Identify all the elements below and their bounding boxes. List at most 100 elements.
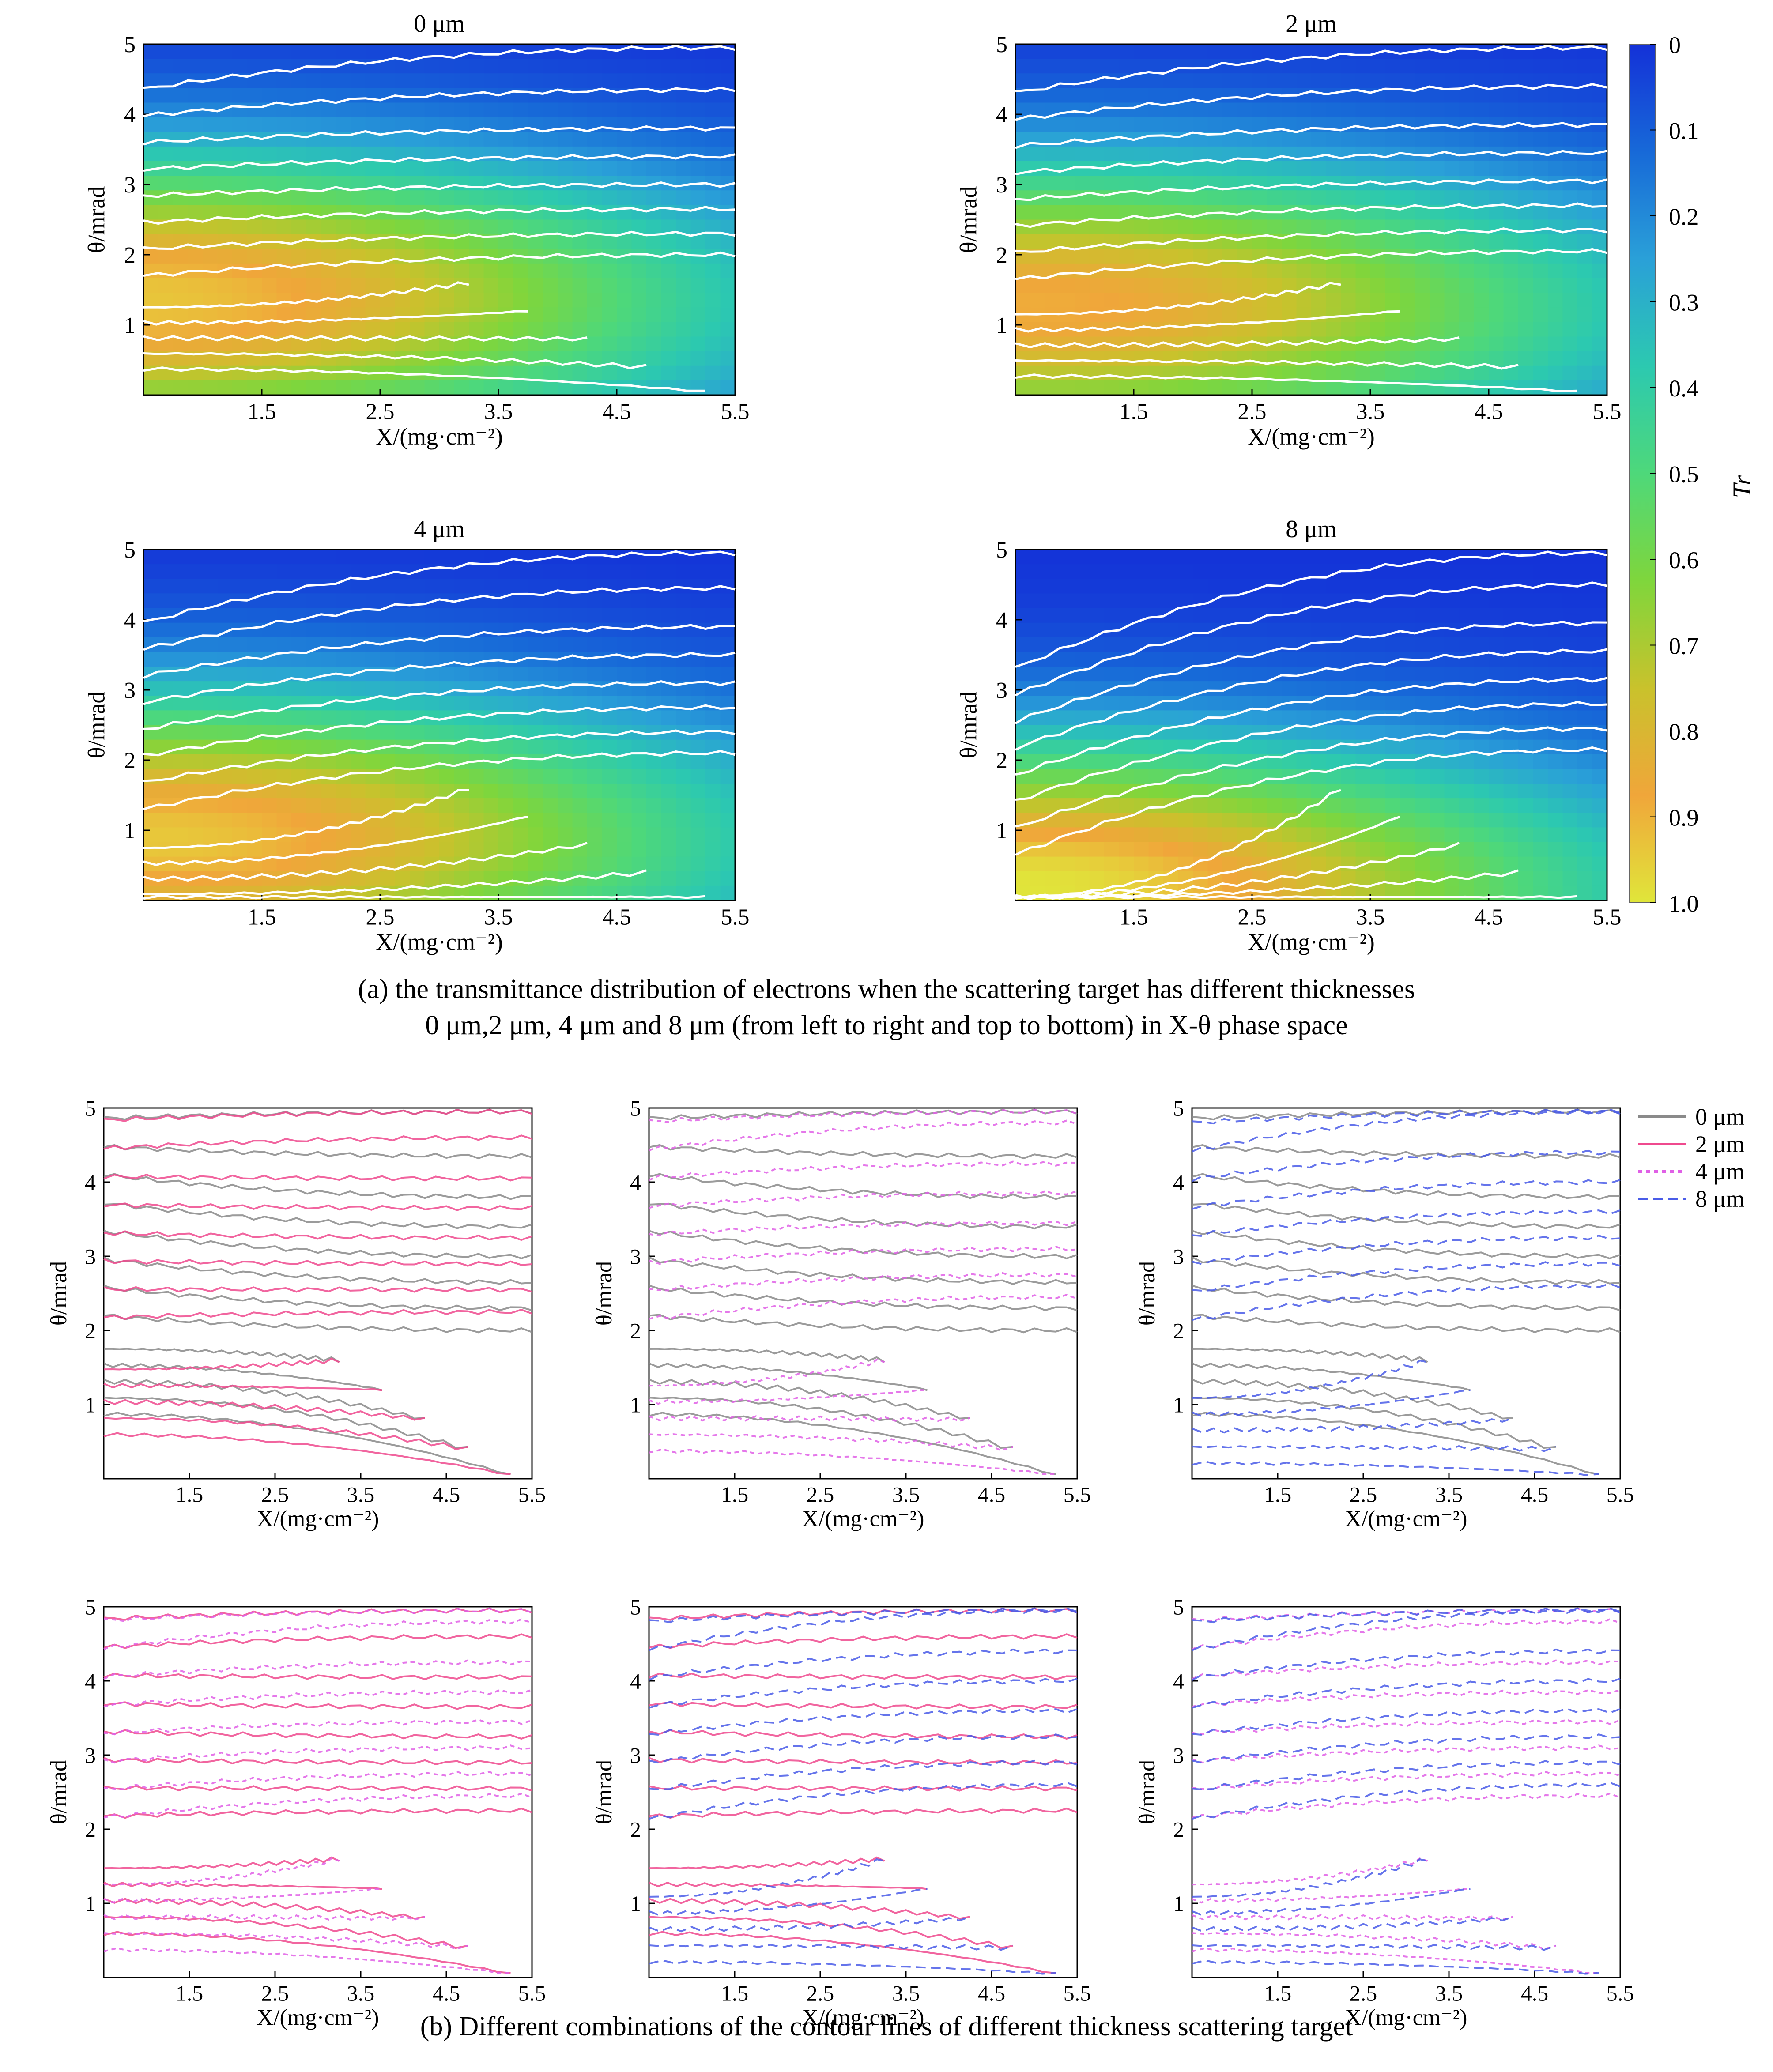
heatmap-cell xyxy=(1459,754,1475,769)
heatmap-cell xyxy=(1355,813,1371,828)
heatmap-cell xyxy=(1075,813,1090,828)
heatmap-cell xyxy=(572,146,588,162)
heatmap-cell xyxy=(528,798,543,814)
heatmap-cell xyxy=(306,219,321,235)
heatmap-cell xyxy=(1444,564,1460,580)
heatmap-cell xyxy=(1119,380,1134,396)
heatmap-cell xyxy=(1518,102,1534,118)
heatmap-cell xyxy=(1119,44,1134,59)
contour-line xyxy=(103,1701,532,1710)
x-tick-label: 2.5 xyxy=(261,1981,289,2006)
y-tick-label: 5 xyxy=(630,1096,641,1121)
heatmap-cell xyxy=(1237,813,1252,828)
heatmap-cell xyxy=(1267,219,1282,235)
heatmap-cell xyxy=(676,754,691,769)
contour-line xyxy=(143,335,588,342)
heatmap-cell xyxy=(1178,608,1193,623)
heatmap-cell xyxy=(321,117,336,132)
plot-background xyxy=(104,1607,532,1978)
heatmap-cell xyxy=(1045,205,1060,220)
heatmap-cell xyxy=(1489,263,1504,279)
heatmap-cell xyxy=(1444,827,1460,843)
heatmap-cell xyxy=(203,307,218,323)
heatmap-cell xyxy=(1207,550,1223,565)
x-tick-label: 3.5 xyxy=(347,1482,375,1507)
heatmap-cell xyxy=(1503,710,1519,726)
contour-line xyxy=(1015,894,1578,900)
heatmap-cell xyxy=(1415,696,1430,711)
heatmap-cell xyxy=(1341,293,1356,308)
heatmap-cell xyxy=(336,234,351,249)
heatmap-cell xyxy=(351,885,366,901)
heatmap-cell xyxy=(262,564,277,580)
heatmap-cell xyxy=(410,190,425,206)
heatmap-cells xyxy=(143,44,736,396)
heatmap-cell xyxy=(543,278,558,293)
heatmap-cell xyxy=(1075,754,1090,769)
y-axis-title: θ/mrad xyxy=(83,186,110,253)
contour-line xyxy=(649,1807,1078,1819)
heatmap-cell xyxy=(188,754,203,769)
heatmap-cell xyxy=(1562,593,1578,609)
heatmap-cell xyxy=(1562,234,1578,249)
x-tick-label: 4.5 xyxy=(1521,1482,1549,1507)
heatmap-cell xyxy=(247,739,262,755)
heatmap-cell xyxy=(676,351,691,366)
heatmap-cell xyxy=(1178,754,1193,769)
heatmap-cell xyxy=(1444,278,1460,293)
x-tick-label: 5.5 xyxy=(1593,399,1622,425)
heatmap-cell xyxy=(1282,608,1297,623)
heatmap-cell xyxy=(1237,219,1252,235)
heatmap-cell xyxy=(631,813,647,828)
heatmap-cell xyxy=(1489,59,1504,74)
heatmap-cell xyxy=(661,827,676,843)
heatmap-cell xyxy=(1148,593,1164,609)
heatmap-cell xyxy=(410,380,425,396)
heatmap-cell xyxy=(188,117,203,132)
heatmap-cell xyxy=(276,88,292,103)
heatmap-cell xyxy=(173,784,189,799)
heatmap-cell xyxy=(291,278,307,293)
heatmap-cell xyxy=(1385,550,1400,565)
heatmap-cell xyxy=(602,608,617,623)
colorbar-tick-label: 0.6 xyxy=(1669,547,1699,573)
heatmap-cell xyxy=(483,132,499,147)
y-axis-title: θ/mrad xyxy=(592,1261,617,1326)
heatmap-cell xyxy=(1533,293,1548,308)
heatmap-cell xyxy=(617,336,632,352)
heatmap-cell xyxy=(705,380,721,396)
heatmap-cell xyxy=(469,784,484,799)
heatmap-cell xyxy=(143,710,159,726)
heatmap-cell xyxy=(1015,637,1031,652)
heatmap-cell xyxy=(1355,73,1371,89)
heatmap-cell xyxy=(572,871,588,886)
heatmap-cell xyxy=(720,132,736,147)
heatmap-cell xyxy=(690,769,706,784)
heatmap-cell xyxy=(1341,696,1356,711)
heatmap-cell xyxy=(1237,190,1252,206)
heatmap-cell xyxy=(1592,798,1607,814)
heatmap-cell xyxy=(1163,681,1179,697)
heatmap-cell xyxy=(661,161,676,176)
contour-line xyxy=(143,729,736,782)
heatmap-cell xyxy=(1030,681,1045,697)
heatmap-cell xyxy=(158,293,174,308)
heatmap-cell xyxy=(1296,827,1312,843)
y-axis-title: θ/mrad xyxy=(592,1760,617,1824)
heatmap-cell xyxy=(424,652,440,667)
heatmap-cell xyxy=(173,59,189,74)
heatmap-cell xyxy=(646,550,662,565)
heatmap-cell xyxy=(1400,885,1415,901)
heatmap-cell xyxy=(1400,322,1415,337)
heatmap-cell xyxy=(1282,190,1297,206)
heatmap-cell xyxy=(1415,117,1430,132)
heatmap-cell xyxy=(1148,827,1164,843)
heatmap-cell xyxy=(1134,44,1149,59)
heatmap-cell xyxy=(1030,59,1045,74)
heatmap-cell xyxy=(143,278,159,293)
heatmap-cell xyxy=(1474,293,1489,308)
heatmap-cell xyxy=(217,88,233,103)
heatmap-cell xyxy=(351,44,366,59)
heatmap-cell xyxy=(1104,351,1120,366)
heatmap-cell xyxy=(1370,827,1386,843)
